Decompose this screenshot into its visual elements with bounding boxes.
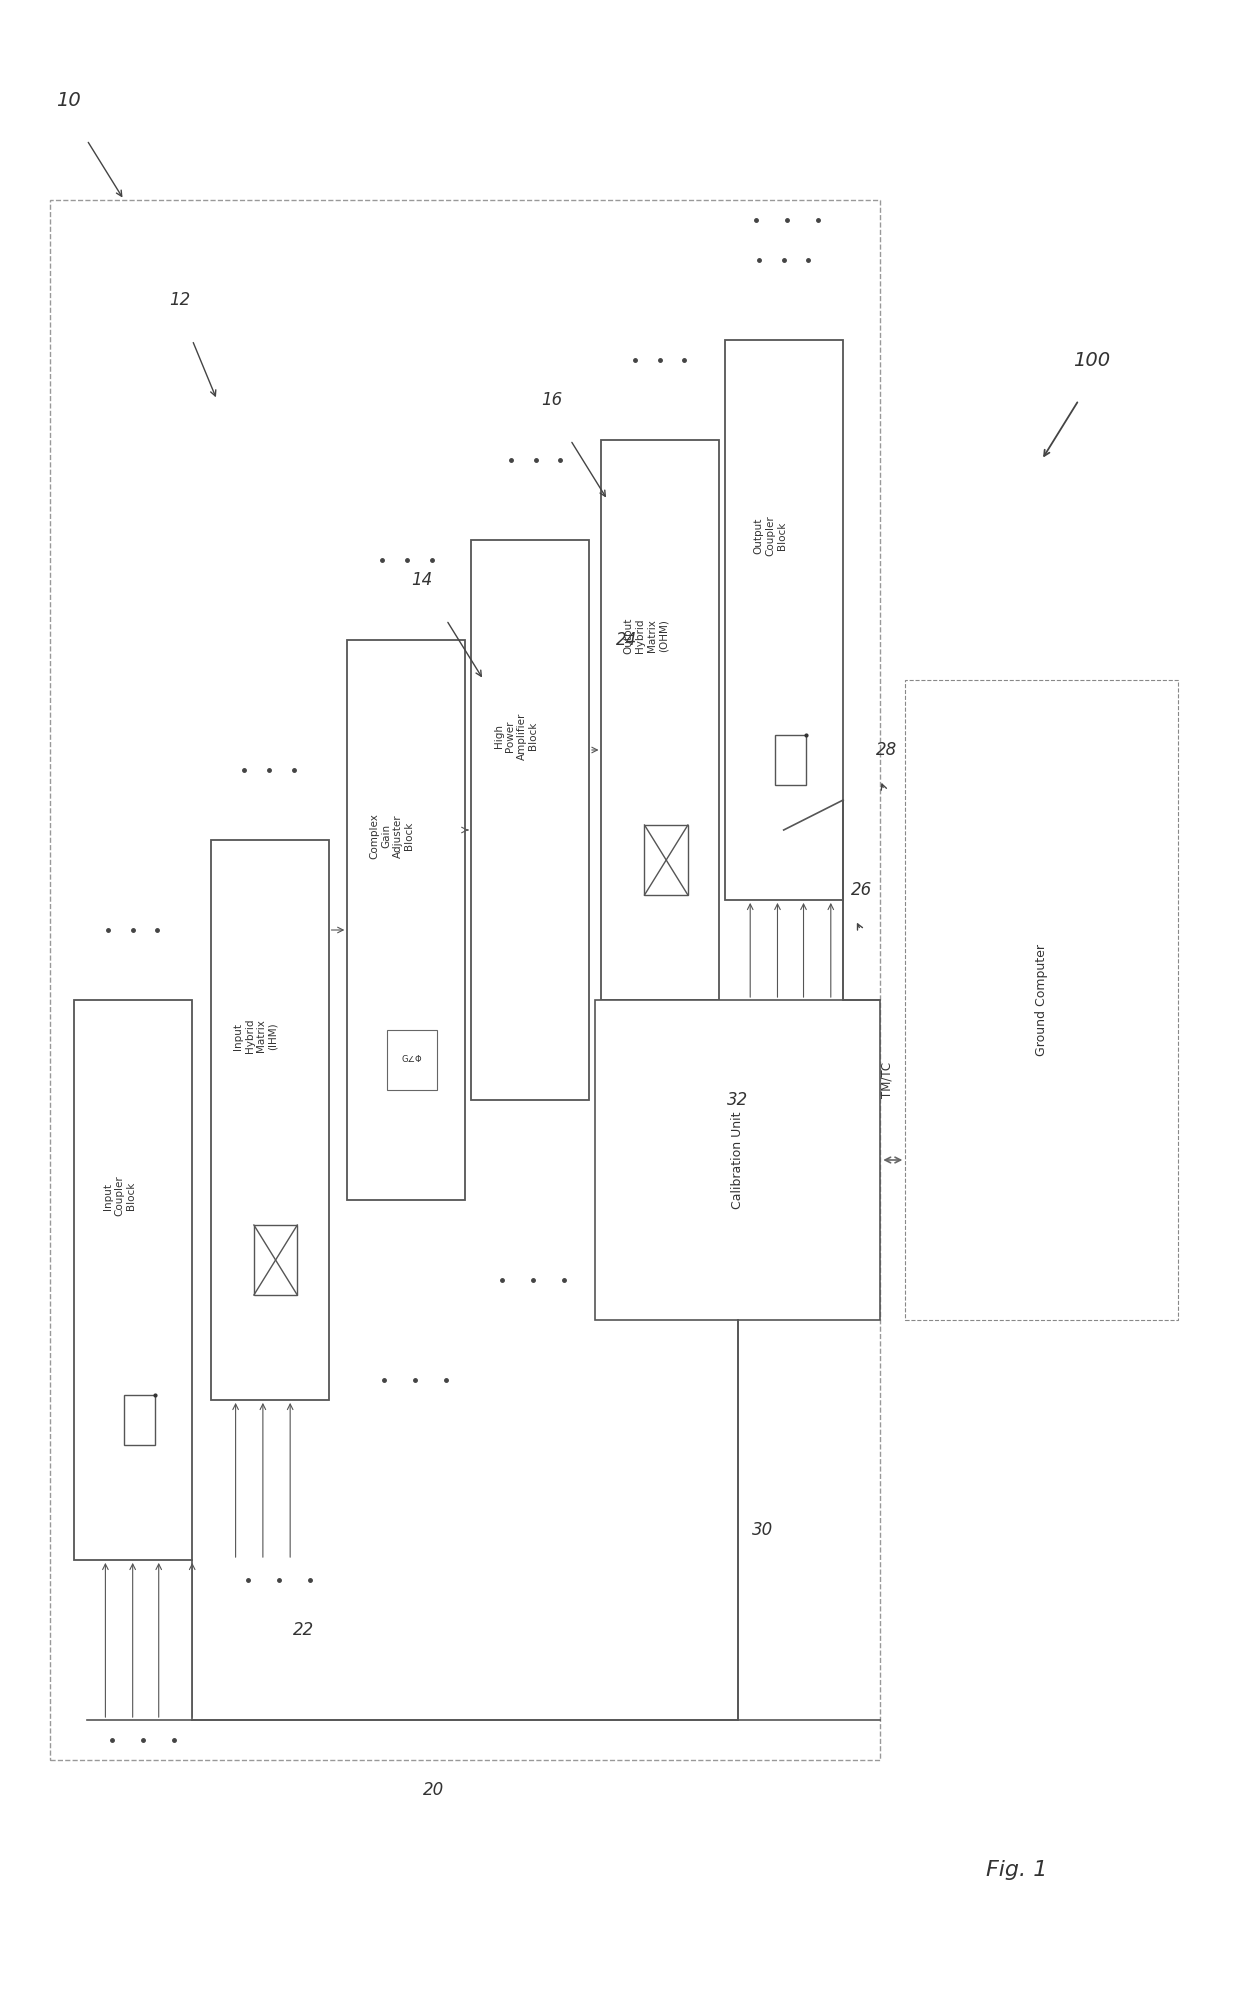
Bar [387, 1030, 436, 1090]
Text: TM/TC: TM/TC [880, 1062, 893, 1098]
Text: Output
Coupler
Block: Output Coupler Block [754, 516, 786, 556]
Text: Input
Coupler
Block: Input Coupler Block [103, 1176, 135, 1216]
Bar [50, 200, 880, 1760]
Text: 14: 14 [410, 572, 433, 588]
Bar [347, 640, 465, 1200]
Bar [211, 840, 329, 1400]
Text: 10: 10 [56, 90, 81, 110]
Text: 24: 24 [615, 632, 637, 648]
Text: 100: 100 [1073, 350, 1110, 370]
Text: High
Power
Amplifier
Block: High Power Amplifier Block [494, 712, 538, 760]
Bar [775, 734, 806, 784]
Text: 28: 28 [875, 740, 898, 758]
Text: 20: 20 [423, 1780, 445, 1800]
Text: 30: 30 [751, 1520, 774, 1540]
Bar [601, 440, 719, 1000]
Text: Input
Hybrid
Matrix
(IHM): Input Hybrid Matrix (IHM) [233, 1018, 278, 1054]
Text: 26: 26 [851, 880, 873, 900]
Text: 12: 12 [169, 290, 191, 308]
Text: Ground Computer: Ground Computer [1035, 944, 1048, 1056]
Bar [124, 1396, 155, 1444]
Text: 22: 22 [293, 1620, 315, 1640]
Text: Complex
Gain
Adjuster
Block: Complex Gain Adjuster Block [370, 814, 414, 858]
Text: Output
Hybrid
Matrix
(OHM): Output Hybrid Matrix (OHM) [624, 618, 668, 654]
Text: Fig. 1: Fig. 1 [986, 1860, 1048, 1880]
Bar [725, 340, 843, 900]
Text: Calibration Unit: Calibration Unit [732, 1112, 744, 1208]
Bar [74, 1000, 192, 1560]
Bar [595, 1000, 880, 1320]
Text: G∠Φ: G∠Φ [402, 1056, 423, 1064]
Bar [905, 680, 1178, 1320]
Bar [645, 824, 688, 894]
Bar [471, 540, 589, 1100]
Text: 16: 16 [541, 392, 563, 410]
Bar [254, 1224, 298, 1296]
Text: 32: 32 [727, 1092, 749, 1108]
